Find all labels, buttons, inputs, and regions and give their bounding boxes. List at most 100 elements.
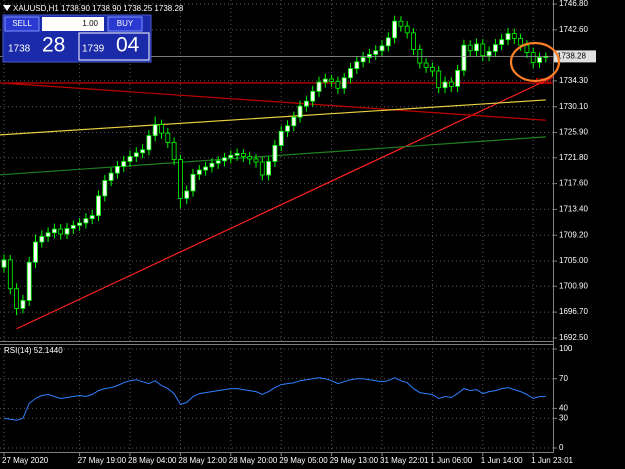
candle-body [203, 166, 209, 171]
candle-body [423, 62, 429, 68]
candle-body [303, 100, 309, 107]
candle-body [297, 105, 303, 118]
candle-body [89, 215, 95, 220]
candle-body [247, 156, 253, 160]
candle-body [127, 156, 133, 162]
candle-body [404, 25, 410, 34]
y-tick-label: 40 [559, 404, 568, 413]
candle-body [102, 180, 108, 197]
x-tick-label: 27 May 2020 [2, 456, 49, 465]
candle-body [348, 68, 353, 79]
y-tick-label: 1692.50 [559, 333, 588, 342]
level-label: 50.0 [535, 77, 551, 86]
candle-body [480, 43, 486, 57]
candle-body [165, 132, 171, 143]
sell-price-big: 1738 [8, 44, 31, 55]
x-tick-label: 1 Jun 23:01 [531, 456, 573, 465]
candle-body [45, 232, 51, 237]
candle-body [429, 66, 435, 72]
candle-body [411, 32, 416, 50]
candle-body [146, 135, 152, 151]
y-tick-label: 70 [559, 374, 568, 383]
y-tick-label: 1709.20 [559, 230, 588, 239]
candle-body [461, 44, 467, 71]
candle-body [152, 124, 158, 137]
candle-body [115, 165, 120, 174]
sell-button[interactable] [4, 16, 40, 32]
y-tick-label: 1734.30 [559, 76, 588, 85]
candle-body [52, 228, 57, 234]
y-tick-label: 1725.90 [559, 128, 588, 137]
candle-body [108, 172, 114, 181]
grid-layer [0, 0, 553, 452]
candle-body [228, 154, 234, 159]
candle-body [190, 173, 196, 192]
x-tick-label: 27 May 19:00 [78, 456, 127, 465]
candle-body [511, 33, 517, 39]
candle-body [1, 259, 7, 268]
candle-body [140, 149, 146, 154]
candle-body [474, 43, 479, 52]
candle-body [499, 39, 505, 45]
candle-body [492, 44, 498, 52]
sell-price-box[interactable] [5, 33, 77, 60]
symbol-icon [3, 5, 11, 11]
axes-layer: 1746.80 1742.60 1734.30 1730.10 1725.90 1721.… [2, 0, 596, 465]
candle-body [398, 20, 404, 27]
y-tick-label: 1713.40 [559, 205, 588, 214]
candle-body [354, 61, 360, 69]
candle-body [360, 57, 366, 63]
trend-line [0, 82, 546, 121]
candle-body [537, 57, 542, 63]
candle-body [209, 162, 215, 168]
y-tick-label: 1730.10 [559, 102, 588, 111]
x-tick-label: 1 Jun 06:00 [430, 456, 472, 465]
y-tick-label: 1721.80 [559, 153, 588, 162]
x-tick-label: 31 May 22:01 [380, 456, 429, 465]
candle-body [196, 169, 202, 175]
x-tick-label: 29 May 13:00 [330, 456, 379, 465]
trend-line [0, 99, 546, 136]
candle-body [518, 38, 523, 46]
x-tick-label: 28 May 12:00 [178, 456, 227, 465]
candle-body [184, 190, 190, 199]
y-tick-label: 0 [559, 443, 564, 452]
price-label: 1738.28 [557, 52, 586, 61]
lot-input[interactable] [42, 17, 104, 31]
buy-button[interactable] [107, 16, 143, 32]
candle-body [335, 81, 341, 89]
candle-body [436, 70, 442, 89]
buy-label: BUY [117, 19, 134, 28]
candle-body [322, 78, 328, 83]
price-box [554, 50, 596, 63]
sell-price-small: 28 [42, 34, 65, 57]
pane-title: RSI(14) 52.1440 [4, 346, 63, 355]
x-tick-label: 28 May 04:00 [128, 456, 177, 465]
candle-body [329, 78, 335, 82]
candle-body [33, 241, 38, 263]
highlight-circle [509, 41, 561, 83]
candle-body [341, 77, 347, 89]
candle-body [77, 222, 82, 226]
y-tick-label: 1705.00 [559, 256, 588, 265]
candle-body [121, 161, 127, 167]
candle-body [486, 50, 492, 57]
x-tick-label: 28 May 20:00 [229, 456, 278, 465]
candle-body [7, 259, 13, 290]
candle-body [505, 33, 511, 41]
candle-body [310, 90, 316, 102]
candle-body [234, 153, 240, 156]
sell-label: SELL [12, 19, 32, 28]
trend-line [0, 136, 546, 176]
candle-body [373, 50, 379, 55]
buy-price-box[interactable] [78, 32, 150, 61]
candle-body [83, 218, 89, 224]
trade-panel: SELL 1.00 BUY 1738 28 1739 04 [2, 14, 152, 63]
x-tick-label: 29 May 05:00 [279, 456, 328, 465]
rsi-line [3, 377, 546, 421]
candle-body [316, 81, 322, 92]
candle-body [171, 141, 177, 161]
candle-body [259, 161, 265, 176]
trend-line [16, 76, 553, 330]
